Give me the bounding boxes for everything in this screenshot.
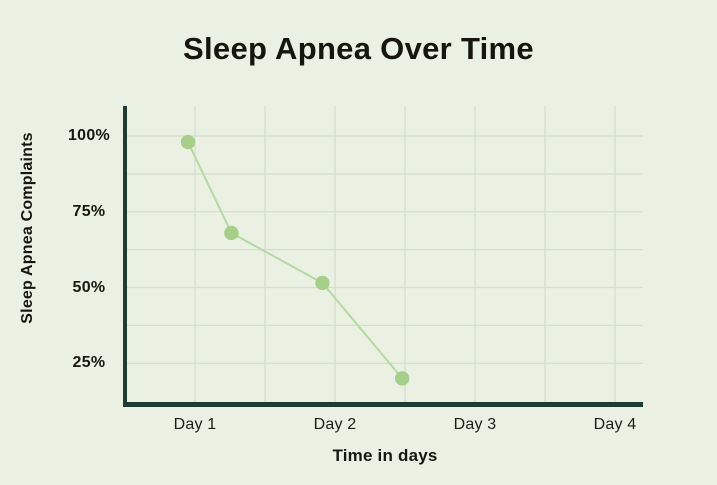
- x-tick-label: Day 4: [593, 416, 637, 433]
- y-axis-title: Sleep Apnea Complaints: [19, 132, 36, 324]
- data-point-1: [180, 134, 196, 150]
- data-point-4: [395, 371, 410, 386]
- series-points: [180, 134, 410, 386]
- data-point-2: [224, 225, 239, 241]
- y-tick-label: 25%: [72, 354, 106, 372]
- x-tick-label: Day 2: [313, 416, 357, 433]
- chart-title: Sleep Apnea Over Time: [183, 31, 534, 66]
- x-tick-label: Day 3: [453, 416, 497, 433]
- y-tick-label: 75%: [72, 202, 106, 220]
- x-axis-line: [123, 402, 643, 407]
- y-tick-label: 100%: [67, 127, 111, 144]
- y-axis-line: [123, 106, 127, 407]
- x-tick-label: Day 1: [173, 416, 217, 433]
- axes: [123, 106, 643, 407]
- trend-line: [187, 141, 403, 380]
- data-point-3: [315, 275, 330, 291]
- y-tick-label: 50%: [72, 278, 106, 296]
- x-axis-title: Time in days: [332, 446, 438, 465]
